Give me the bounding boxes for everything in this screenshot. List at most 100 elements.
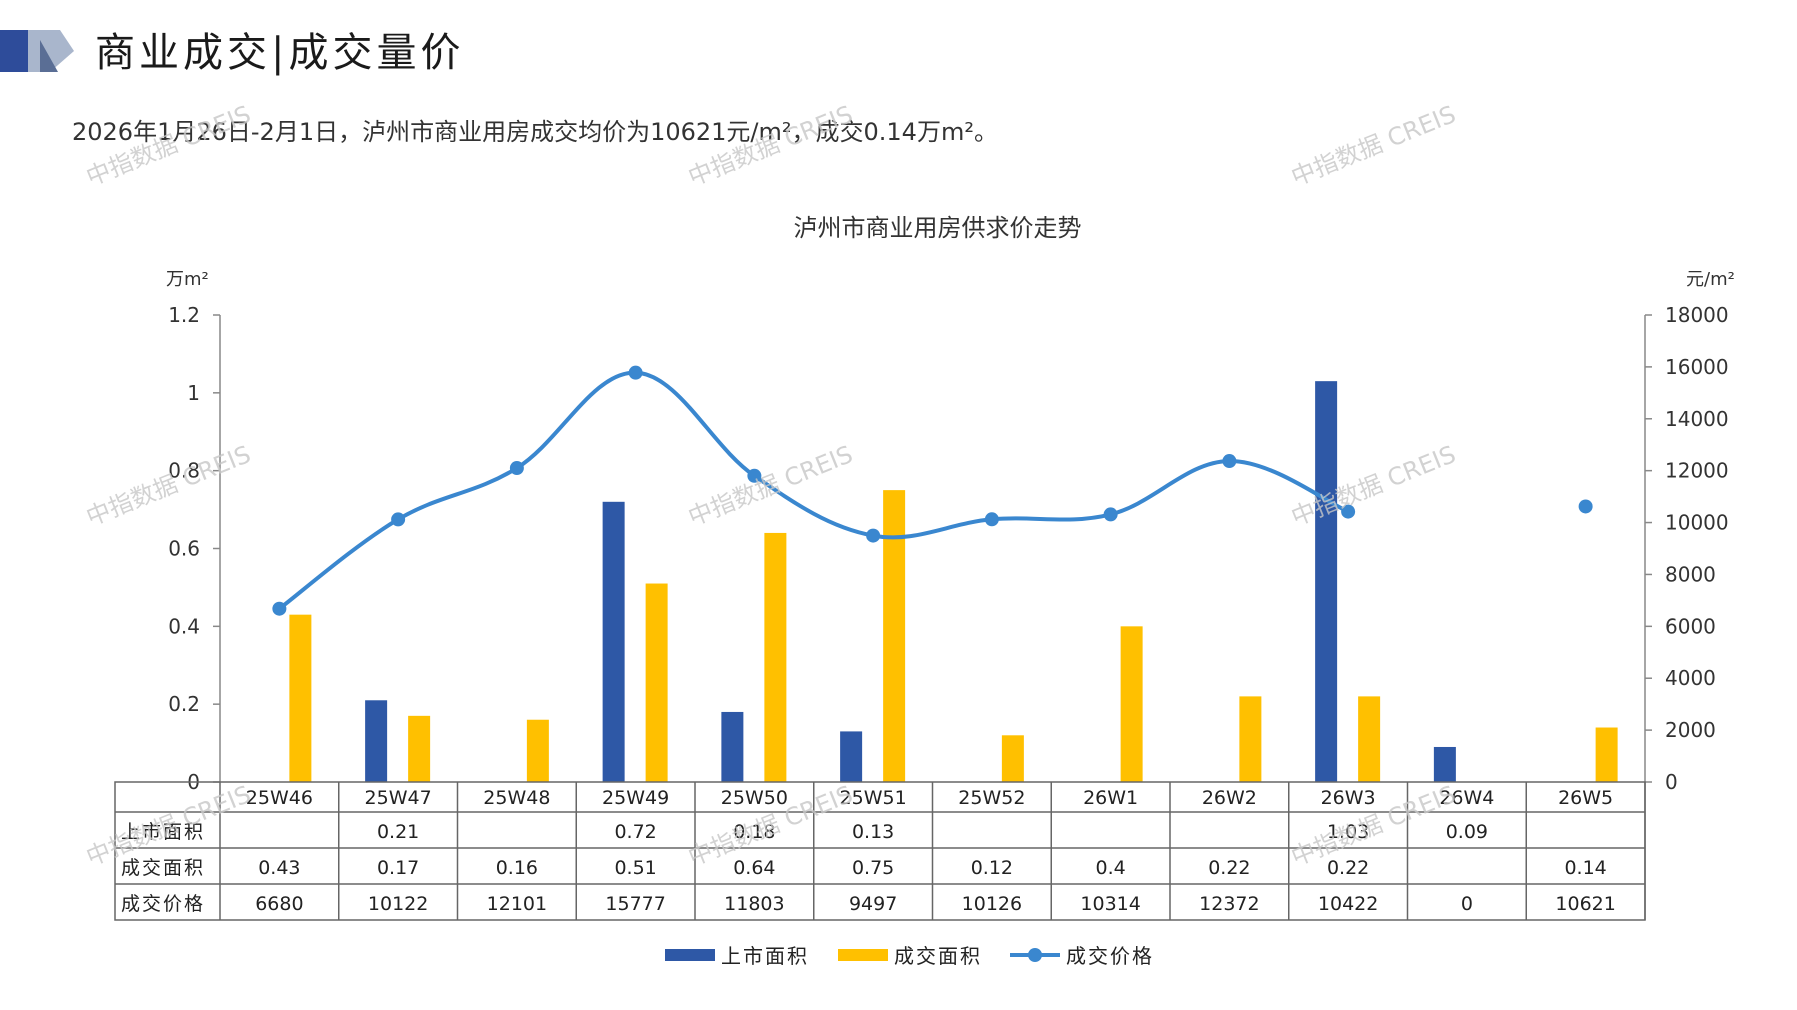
data-label: 0.13 bbox=[852, 821, 894, 843]
y-right-tick-label: 14000 bbox=[1665, 407, 1729, 431]
page-title: 商业成交|成交量价 bbox=[95, 30, 465, 76]
data-label: 6680 bbox=[255, 893, 303, 915]
price-point bbox=[509, 461, 524, 476]
bar-deal-area bbox=[1001, 735, 1024, 782]
price-point bbox=[628, 365, 643, 380]
data-label: 12101 bbox=[487, 893, 547, 915]
x-tick-label: 26W4 bbox=[1439, 787, 1494, 809]
y-left-tick-label: 0.8 bbox=[168, 459, 200, 483]
x-tick-label: 25W46 bbox=[246, 787, 313, 809]
y-left-unit: 万m² bbox=[166, 269, 209, 290]
data-label: 0.22 bbox=[1327, 857, 1369, 879]
x-tick-label: 25W48 bbox=[483, 787, 550, 809]
y-right-tick-label: 8000 bbox=[1665, 562, 1716, 586]
y-right-unit: 元/m² bbox=[1686, 269, 1735, 290]
price-point bbox=[1341, 504, 1356, 519]
bar-deal-area bbox=[1239, 696, 1262, 782]
bar-listed bbox=[1315, 381, 1338, 782]
y-left-tick-label: 1 bbox=[187, 381, 200, 405]
price-point bbox=[1103, 507, 1118, 522]
y-left-tick-label: 0.2 bbox=[168, 692, 200, 716]
bar-deal-area bbox=[1595, 727, 1618, 782]
bar-listed bbox=[365, 700, 388, 782]
data-label: 0.16 bbox=[496, 857, 538, 879]
price-point bbox=[866, 528, 881, 543]
legend-swatch bbox=[665, 949, 715, 961]
data-label: 9497 bbox=[849, 893, 897, 915]
y-right-tick-label: 6000 bbox=[1665, 614, 1716, 638]
legend-label: 上市面积 bbox=[721, 944, 809, 968]
y-right-tick-label: 4000 bbox=[1665, 666, 1716, 690]
y-left-tick-label: 0.6 bbox=[168, 537, 200, 561]
data-label: 0.21 bbox=[377, 821, 419, 843]
bar-listed bbox=[1433, 746, 1456, 782]
data-label: 10126 bbox=[962, 893, 1022, 915]
data-label: 11803 bbox=[724, 893, 784, 915]
legend-swatch bbox=[838, 949, 888, 961]
data-label: 10314 bbox=[1080, 893, 1140, 915]
data-label: 0.43 bbox=[258, 857, 300, 879]
bar-listed bbox=[840, 731, 863, 782]
y-left-tick-label: 1.2 bbox=[168, 303, 200, 327]
x-tick-label: 25W51 bbox=[840, 787, 907, 809]
bar-listed bbox=[721, 711, 744, 782]
data-label: 0.72 bbox=[614, 821, 656, 843]
data-label: 0.4 bbox=[1096, 857, 1126, 879]
data-label: 15777 bbox=[605, 893, 665, 915]
bar-deal-area bbox=[408, 715, 431, 782]
y-right-tick-label: 10000 bbox=[1665, 511, 1729, 535]
chart-title: 泸州市商业用房供求价走势 bbox=[794, 214, 1082, 242]
data-table-row-header: 上市面积 bbox=[121, 821, 205, 843]
price-line bbox=[278, 370, 1349, 611]
data-table-row-header: 成交面积 bbox=[121, 857, 205, 879]
bar-deal-area bbox=[289, 614, 312, 782]
data-label: 0.51 bbox=[614, 857, 656, 879]
price-point bbox=[272, 601, 287, 616]
price-point bbox=[1222, 454, 1237, 469]
bar-deal-area bbox=[764, 532, 787, 782]
x-tick-label: 25W47 bbox=[365, 787, 432, 809]
data-label: 10621 bbox=[1555, 893, 1615, 915]
data-label: 10422 bbox=[1318, 893, 1378, 915]
bar-deal-area bbox=[526, 719, 549, 782]
brand-logo bbox=[0, 30, 74, 72]
x-tick-label: 26W3 bbox=[1321, 787, 1376, 809]
x-tick-label: 25W52 bbox=[958, 787, 1025, 809]
price-point bbox=[1578, 499, 1593, 514]
legend-label: 成交价格 bbox=[1066, 944, 1154, 968]
y-right-tick-label: 12000 bbox=[1665, 459, 1729, 483]
price-point bbox=[747, 468, 762, 483]
header: 商业成交|成交量价 bbox=[0, 0, 1797, 100]
x-tick-label: 25W49 bbox=[602, 787, 669, 809]
x-tick-label: 26W5 bbox=[1558, 787, 1613, 809]
legend-swatch bbox=[1028, 948, 1042, 962]
x-tick-label: 25W50 bbox=[721, 787, 788, 809]
bar-deal-area bbox=[883, 490, 906, 782]
data-label: 0 bbox=[1461, 893, 1473, 915]
data-label: 0.22 bbox=[1208, 857, 1250, 879]
data-table-row-header: 成交价格 bbox=[121, 893, 205, 915]
bar-deal-area bbox=[1358, 696, 1381, 782]
x-tick-label: 26W2 bbox=[1202, 787, 1257, 809]
data-label: 0.12 bbox=[971, 857, 1013, 879]
data-label: 0.75 bbox=[852, 857, 894, 879]
y-right-tick-label: 2000 bbox=[1665, 718, 1716, 742]
y-right-tick-label: 0 bbox=[1665, 770, 1678, 794]
bar-listed bbox=[602, 501, 625, 782]
bar-deal-area bbox=[1120, 626, 1143, 782]
price-point bbox=[984, 512, 999, 527]
legend-label: 成交面积 bbox=[894, 944, 982, 968]
data-label: 0.09 bbox=[1446, 821, 1488, 843]
data-label: 12372 bbox=[1199, 893, 1259, 915]
data-label: 0.14 bbox=[1564, 857, 1606, 879]
page-subtitle: 2026年1月26日-2月1日，泸州市商业用房成交均价为10621元/m²，成交… bbox=[72, 118, 998, 146]
data-label: 0.64 bbox=[733, 857, 775, 879]
y-right-tick-label: 18000 bbox=[1665, 303, 1729, 327]
price-point bbox=[391, 512, 406, 527]
bar-deal-area bbox=[645, 583, 668, 782]
data-label: 1.03 bbox=[1327, 821, 1369, 843]
data-label: 0.18 bbox=[733, 821, 775, 843]
y-left-tick-label: 0.4 bbox=[168, 614, 200, 638]
x-tick-label: 26W1 bbox=[1083, 787, 1138, 809]
